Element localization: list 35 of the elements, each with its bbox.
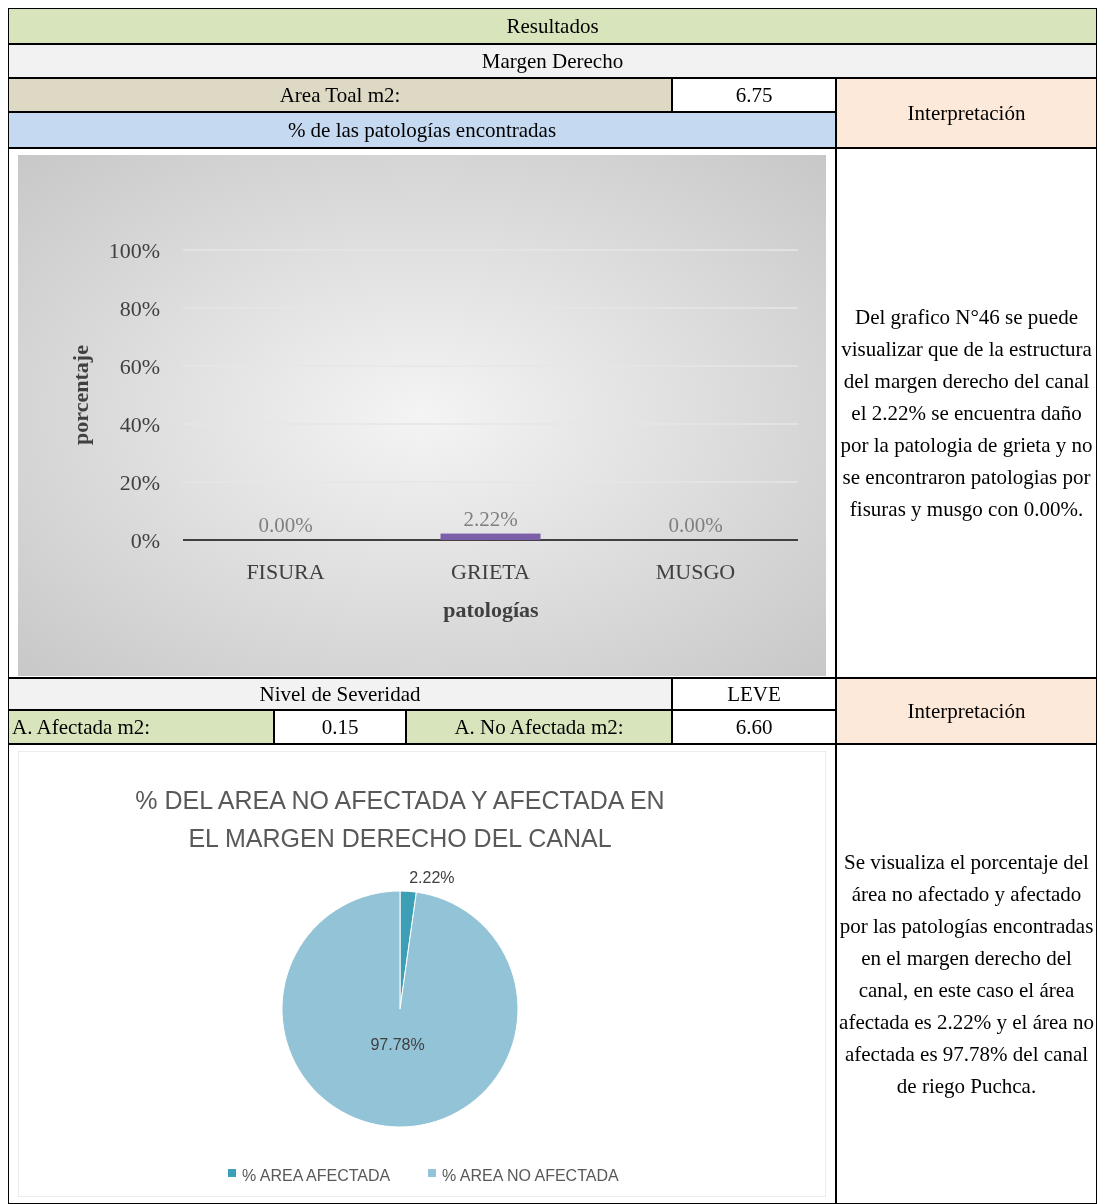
text: Interpretación	[836, 78, 1097, 148]
text: A. No Afectada m2:	[406, 710, 672, 744]
data-label: 2.22%	[463, 506, 518, 531]
text: Interpretación	[836, 678, 1097, 744]
y-tick-label: 40%	[119, 411, 160, 437]
y-tick-label: 80%	[119, 295, 160, 321]
text: A. Afectada m2:	[8, 710, 274, 744]
data-label: 0.00%	[258, 513, 313, 537]
y-tick-label: 60%	[119, 353, 160, 379]
text: Se visualiza el porcentaje del área no afectado y afectado por las patologías encontradas en el margen derecho del canal, en este caso el área afectada es 2.22% y el área no afectada es 97.78% del canal de riego Puchca.	[836, 744, 1097, 1204]
legend-label: % AREA AFECTADA	[242, 1166, 391, 1184]
text: Area Toal m2:	[8, 78, 672, 112]
y-tick-label: 0%	[130, 527, 160, 553]
pie-slice	[281, 890, 519, 1128]
data-label: 0.00%	[668, 513, 723, 537]
text: LEVE	[672, 678, 836, 710]
chart-title: % DEL AREA NO AFECTADA Y AFECTADA EN EL MARGEN DERECHO DEL CANAL	[135, 786, 665, 852]
data-label: 97.78%	[370, 1035, 425, 1053]
x-axis-title: patologías	[443, 597, 540, 622]
y-axis-title: porcentaje	[68, 344, 93, 445]
text: Del grafico N°46 se puede visualizar que de la estructura del margen derecho del canal el 2.22% se encuentra daño por la patologia de grieta y no se encontraron patologias por fisuras y musgo con 0.00%.	[836, 148, 1097, 678]
text: 6.75	[672, 78, 836, 112]
x-tick-label: FISURA	[246, 559, 325, 584]
legend-label: % AREA NO AFECTADA	[442, 1166, 619, 1184]
y-tick-label: 20%	[119, 469, 160, 495]
text: Nivel de Severidad	[8, 678, 672, 710]
x-tick-label: GRIETA	[451, 559, 531, 584]
data-label: 2.22%	[409, 868, 455, 886]
y-tick-label: 100%	[108, 237, 160, 263]
text: Resultados	[8, 8, 1097, 44]
text: Margen Derecho	[8, 44, 1097, 78]
chart-title: % de las patologías encontradas	[8, 112, 836, 148]
text: 6.60	[672, 710, 836, 744]
x-tick-label: MUSGO	[655, 559, 736, 584]
text: 0.15	[274, 710, 406, 744]
